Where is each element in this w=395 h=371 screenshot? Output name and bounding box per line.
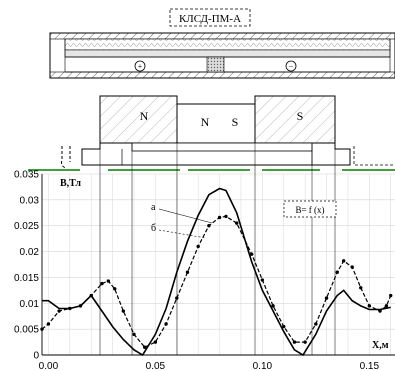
- data-point: [350, 265, 354, 269]
- data-point: [106, 279, 111, 283]
- x-tick-label: 0.10: [253, 361, 273, 371]
- data-point: [207, 224, 211, 228]
- data-point: [40, 327, 44, 331]
- y-tick-label: 0: [33, 351, 39, 362]
- y-tick-label: 0.02: [20, 247, 40, 258]
- data-point: [196, 244, 200, 249]
- data-point: [121, 309, 125, 313]
- chart: 0.00 0.05 0.10 0.15 0 0.005 0.01 0.015 0.02 0.02…: [14, 143, 395, 371]
- x-tick-label: 0.00: [39, 361, 59, 371]
- data-point: [367, 304, 372, 308]
- formula-box: B= f (x): [283, 200, 337, 218]
- data-point: [324, 296, 329, 300]
- data-point: [132, 332, 136, 337]
- data-point: [341, 259, 346, 263]
- data-point: [78, 304, 83, 308]
- chart-axes: [41, 174, 395, 356]
- y-axis-label: B,Тл: [60, 178, 81, 189]
- data-point: [303, 340, 307, 344]
- magnet-left-pole: N: [140, 109, 149, 123]
- magnet-right: [254, 95, 336, 144]
- device-body: + −: [49, 32, 395, 79]
- series-b-callout: [158, 229, 207, 239]
- minus-sign: −: [289, 62, 294, 71]
- data-point: [234, 221, 239, 225]
- plus-sign: +: [138, 62, 143, 71]
- data-point: [57, 309, 61, 313]
- data-point: [185, 270, 190, 274]
- y-tick-label: 0.03: [20, 195, 40, 206]
- y-tick-label: 0.005: [14, 325, 39, 336]
- device-label: КЛСД-ПМ-А: [179, 13, 241, 25]
- data-point: [249, 252, 254, 256]
- series-a-callout: [158, 208, 213, 224]
- y-tick-label: 0.01: [20, 299, 40, 310]
- data-point: [224, 214, 228, 219]
- chart-series: [40, 187, 393, 357]
- y-tick-label: 0.035: [14, 170, 39, 181]
- data-point: [153, 340, 158, 344]
- data-point: [271, 304, 275, 308]
- data-point: [389, 293, 393, 298]
- left-bracket: [61, 146, 71, 169]
- minus-terminal: −: [285, 60, 297, 72]
- series-a-label: а: [151, 202, 156, 213]
- magnet-center-right-pole: S: [232, 115, 239, 129]
- magnet-assembly: N N S S: [61, 95, 395, 169]
- x-axis-label: X,м: [372, 340, 389, 351]
- sensor-block: [206, 56, 225, 73]
- magnet-center: [176, 103, 256, 144]
- data-point: [89, 293, 93, 298]
- y-tick-labels: 0 0.005 0.01 0.015 0.02 0.025 0.03 0.035: [14, 170, 39, 362]
- y-tick-label: 0.015: [14, 273, 39, 284]
- right-bracket: [353, 146, 395, 166]
- magnet-guides: [99, 143, 336, 355]
- data-point: [217, 215, 222, 220]
- data-point: [175, 296, 179, 300]
- series-line-a: [42, 187, 391, 357]
- data-point: [142, 345, 147, 349]
- series-b-label: б: [151, 223, 156, 234]
- data-point: [46, 322, 51, 326]
- data-point: [113, 287, 117, 291]
- formula-text: B= f (x): [295, 205, 324, 215]
- x-tick-label: 0.15: [360, 361, 380, 371]
- data-point: [359, 286, 363, 290]
- data-point: [378, 309, 382, 313]
- data-point: [314, 322, 318, 326]
- series-line-b: [41, 215, 392, 348]
- magnet-right-pole: S: [297, 109, 304, 123]
- y-tick-label: 0.025: [14, 221, 39, 232]
- magnet-center-left-pole: N: [201, 115, 210, 129]
- device-label-box: КЛСД-ПМ-А: [169, 8, 251, 27]
- data-point: [68, 306, 72, 311]
- legend-callouts: а б: [151, 202, 213, 239]
- data-point: [335, 270, 339, 274]
- data-point: [292, 340, 297, 344]
- x-tick-label: 0.05: [146, 361, 166, 371]
- data-point: [282, 324, 286, 329]
- chart-grid: [42, 173, 395, 356]
- plus-terminal: +: [134, 60, 146, 72]
- data-point: [164, 322, 168, 326]
- x-tick-labels: 0.00 0.05 0.10 0.15: [39, 361, 380, 371]
- data-point: [384, 304, 389, 308]
- magnet-left: [99, 95, 178, 144]
- data-point: [260, 278, 265, 282]
- data-point: [100, 281, 104, 286]
